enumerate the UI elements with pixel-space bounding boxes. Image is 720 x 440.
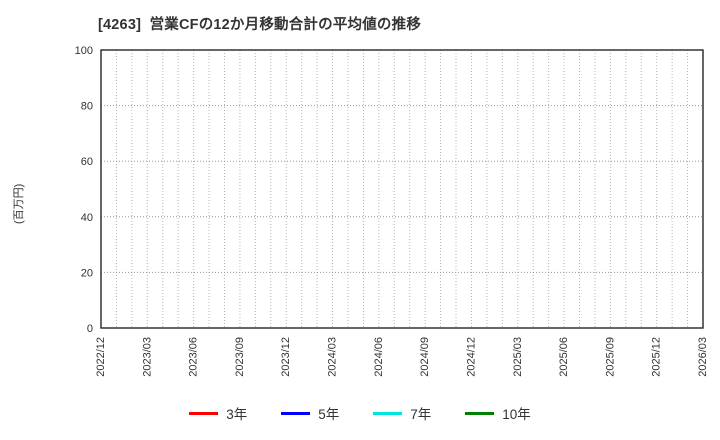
- x-tick-label: 2022/12: [95, 337, 107, 377]
- y-tick-label: 60: [81, 156, 93, 168]
- plot-svg: 0 20 40 60 80 100 2022/12 2023/03 2023/06 2023/09…: [75, 45, 709, 377]
- y-tick-label: 0: [87, 323, 93, 335]
- x-tick-label: 2024/06: [373, 337, 385, 377]
- y-tick-label: 20: [81, 267, 93, 279]
- y-tick-label: 100: [75, 45, 93, 57]
- legend: 3年 5年 7年 10年: [0, 403, 720, 423]
- legend-item: 10年: [465, 403, 531, 423]
- x-tick-label: 2023/09: [234, 337, 246, 377]
- legend-label: 3年: [226, 407, 248, 422]
- x-tick-label: 2024/09: [419, 337, 431, 377]
- legend-label: 5年: [318, 407, 340, 422]
- x-tick-label: 2024/12: [465, 337, 477, 377]
- x-tick-label: 2023/12: [280, 337, 292, 377]
- legend-swatch: [465, 411, 495, 415]
- legend-item: 3年: [189, 403, 247, 423]
- legend-label: 7年: [410, 407, 432, 422]
- x-tick-label: 2025/03: [512, 337, 524, 377]
- plot-border: [100, 49, 704, 329]
- x-tick-label: 2025/12: [651, 337, 663, 377]
- x-tick-label: 2023/06: [188, 337, 200, 377]
- x-tick-label: 2025/09: [604, 337, 616, 377]
- legend-swatch: [281, 411, 311, 415]
- x-tick-label: 2025/06: [558, 337, 570, 377]
- legend-item: 7年: [373, 403, 431, 423]
- x-tick-label: 2026/03: [697, 337, 709, 377]
- y-tick-label: 80: [81, 101, 93, 113]
- legend-item: 5年: [281, 403, 339, 423]
- chart-title: [4263] 営業CFの12か月移動合計の平均値の推移: [98, 17, 422, 33]
- x-tick-label: 2023/03: [141, 337, 153, 377]
- legend-label: 10年: [502, 407, 531, 422]
- legend-swatch: [189, 411, 219, 415]
- x-tick-label: 2024/03: [327, 337, 339, 377]
- y-tick-label: 40: [81, 212, 93, 224]
- legend-swatch: [373, 411, 403, 415]
